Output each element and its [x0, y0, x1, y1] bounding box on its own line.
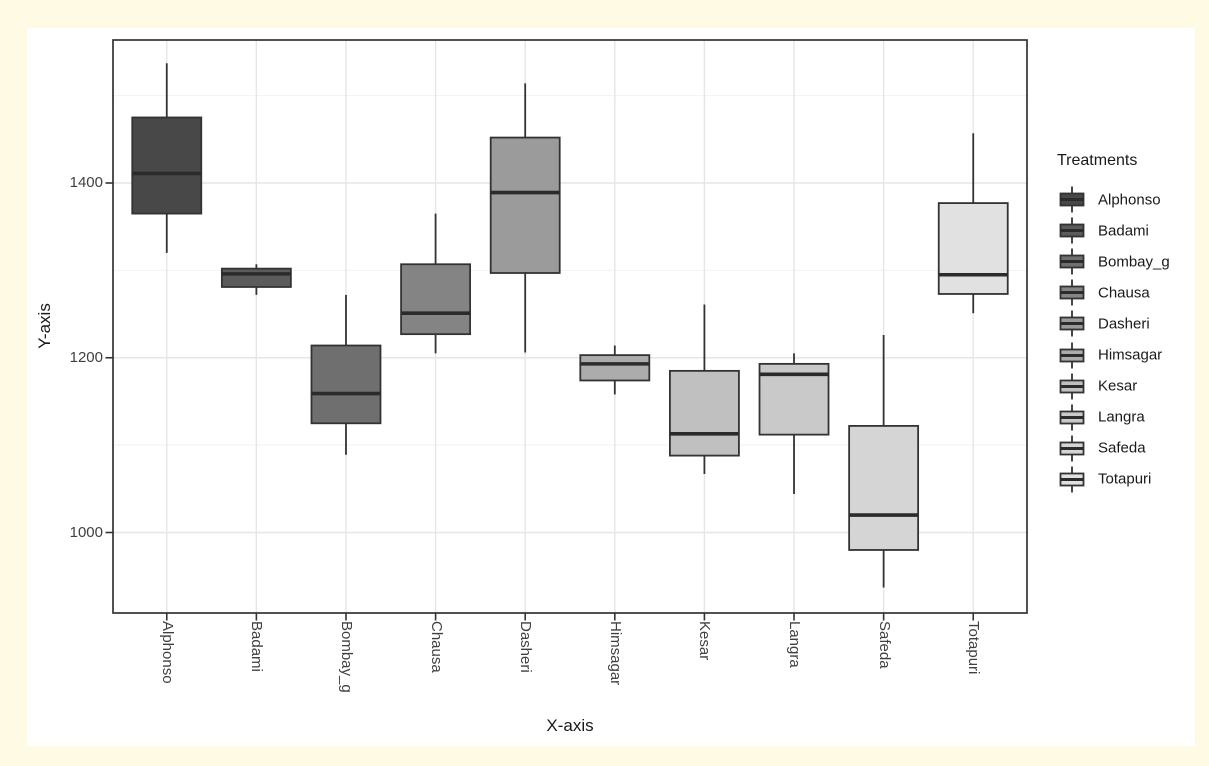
legend-label: Badami: [1098, 222, 1149, 240]
legend-label: Langra: [1098, 408, 1145, 426]
legend-key-boxplot-icon: [1059, 342, 1085, 368]
legend-key-boxplot-icon: [1059, 310, 1085, 337]
legend-key-boxplot-icon: [1059, 466, 1085, 493]
panel-border: [112, 39, 1028, 614]
legend-key-boxplot-icon: [1059, 279, 1085, 306]
legend-label: Alphonso: [1098, 191, 1161, 208]
legend-key-boxplot-icon: [1059, 248, 1085, 275]
y-tick-label-1400: 1400: [69, 174, 103, 191]
x-tick-label-Dasheri: Dasheri: [517, 621, 535, 673]
x-tick-label-Safeda: Safeda: [875, 621, 893, 669]
x-tick-label-Kesar: Kesar: [696, 621, 714, 661]
x-tick-label-Badami: Badami: [248, 621, 266, 672]
y-axis-title: Y-axis: [35, 303, 54, 349]
legend-label: Dasheri: [1098, 315, 1150, 333]
box-Totapuri: [937, 202, 1009, 295]
y-tick-label-1000: 1000: [69, 523, 103, 541]
y-tick-label-1200: 1200: [69, 348, 103, 366]
legend-key-boxplot-icon: [1059, 435, 1085, 462]
legend-item-Langra: Langra: [1057, 402, 1207, 433]
legend-label: Himsagar: [1098, 346, 1163, 364]
x-axis-title: X-axis: [546, 716, 594, 735]
box-Chausa: [400, 263, 471, 336]
legend-item-Totapuri: Totapuri: [1057, 464, 1207, 495]
box-Dasheri: [489, 136, 561, 274]
box-Himsagar: [579, 354, 651, 382]
legend-item-Badami: Badami: [1057, 215, 1207, 246]
box-Bombay_g: [310, 344, 382, 425]
x-tick-label-Totapuri: Totapuri: [965, 621, 983, 675]
legend-key-boxplot-icon: [1059, 217, 1085, 244]
legend-key-boxplot-icon: [1059, 186, 1085, 213]
legend-label: Safeda: [1098, 439, 1146, 457]
legend-title: Treatments: [1057, 152, 1138, 169]
x-tick-label-Bombay_g: Bombay_g: [337, 621, 355, 693]
legend-item-Alphonso: Alphonso: [1057, 184, 1207, 215]
legend-key-boxplot-icon: [1059, 404, 1085, 431]
legend-label: Bombay_g: [1098, 253, 1170, 271]
figure-background: [27, 28, 1195, 746]
legend-item-Dasheri: Dasheri: [1057, 308, 1207, 339]
legend-item-Bombay_g: Bombay_g: [1057, 246, 1207, 277]
legend-item-Safeda: Safeda: [1057, 433, 1207, 464]
box-Kesar: [669, 369, 740, 457]
legend-label: Chausa: [1098, 284, 1150, 302]
legend-item-Chausa: Chausa: [1057, 277, 1207, 308]
box-Badami: [220, 267, 292, 288]
legend-item-Himsagar: Himsagar: [1057, 340, 1207, 371]
legend-label: Totapuri: [1098, 470, 1152, 488]
legend-label: Kesar: [1098, 377, 1138, 395]
x-tick-label-Himsagar: Himsagar: [606, 621, 624, 686]
x-tick-label-Chausa: Chausa: [427, 621, 445, 673]
box-Safeda: [848, 425, 920, 551]
legend-key-boxplot-icon: [1059, 373, 1085, 400]
legend-item-Kesar: Kesar: [1057, 371, 1207, 402]
x-tick-label-Alphonso: Alphonso: [158, 621, 176, 684]
box-Alphonso: [131, 116, 203, 215]
x-tick-label-Langra: Langra: [786, 621, 804, 668]
